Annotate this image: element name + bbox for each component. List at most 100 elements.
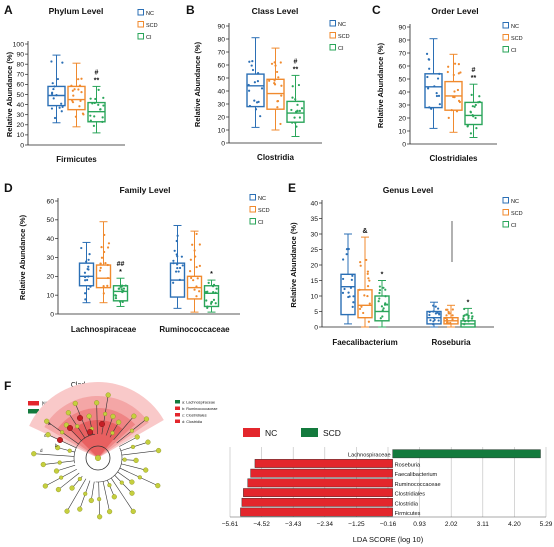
significance-marker: ## xyxy=(117,261,125,268)
tree-node xyxy=(110,413,116,420)
data-point-scd xyxy=(196,277,199,280)
cladogram-key-swatch xyxy=(175,400,180,404)
data-point-scd xyxy=(98,269,102,272)
data-point-nc xyxy=(88,253,91,256)
data-point-scd xyxy=(368,279,371,282)
data-point-ci xyxy=(378,288,382,292)
data-point-nc xyxy=(257,100,260,103)
lda-x-tick-label: −3.43 xyxy=(285,521,302,528)
y-tick-label: 80 xyxy=(398,37,406,44)
tree-node xyxy=(77,476,82,482)
data-point-scd xyxy=(457,62,460,66)
tree-node xyxy=(111,494,117,500)
data-point-scd xyxy=(106,263,109,267)
tree-node xyxy=(97,514,103,520)
tree-node xyxy=(44,418,50,424)
clade-highlight-inner xyxy=(71,420,123,458)
data-point-ci xyxy=(214,291,217,294)
lda-x-tick-label: 4.20 xyxy=(508,521,521,528)
lda-bar-label: Firmicutes xyxy=(395,511,421,517)
data-point-nc xyxy=(87,258,90,261)
data-point-ci xyxy=(101,116,104,119)
data-point-scd xyxy=(189,258,192,261)
tree-branch xyxy=(58,472,80,490)
tree-branch xyxy=(119,436,138,447)
data-point-nc xyxy=(85,260,88,263)
data-point-ci xyxy=(470,311,473,315)
panel-label-c: C xyxy=(372,3,381,17)
legend-swatch-nc xyxy=(502,22,509,29)
tree-node xyxy=(67,448,72,453)
data-point-scd xyxy=(280,94,283,97)
tree-node xyxy=(145,439,151,445)
data-point-ci xyxy=(290,108,293,112)
data-point-ci xyxy=(295,125,298,128)
data-point-ci xyxy=(291,121,294,124)
tree-ring xyxy=(85,445,111,471)
data-point-scd xyxy=(273,61,276,64)
y-tick-label: 70 xyxy=(16,72,24,79)
data-point-ci xyxy=(291,85,294,88)
y-tick-label: 25 xyxy=(310,247,318,254)
data-point-nc xyxy=(436,311,439,314)
data-point-scd xyxy=(446,70,449,74)
data-point-ci xyxy=(93,101,96,105)
y-tick-label: 30 xyxy=(16,112,24,119)
data-point-ci xyxy=(467,316,470,319)
data-point-scd xyxy=(279,61,282,64)
data-point-nc xyxy=(435,94,439,98)
data-point-ci xyxy=(384,302,387,305)
data-point-nc xyxy=(341,291,345,294)
data-point-scd xyxy=(102,284,105,288)
significance-marker: ** xyxy=(94,77,100,84)
data-point-scd xyxy=(276,100,279,103)
legend-label-scd: SCD xyxy=(338,34,350,40)
legend-swatch-scd xyxy=(502,34,509,41)
data-point-scd xyxy=(453,95,456,99)
data-point-ci xyxy=(381,315,384,318)
clade-letter: c xyxy=(44,433,47,438)
data-point-nc xyxy=(352,295,355,298)
data-point-nc xyxy=(426,75,429,79)
tree-branch xyxy=(107,480,115,497)
significance-marker: # xyxy=(472,67,476,74)
data-point-ci xyxy=(378,297,381,300)
data-point-ci xyxy=(89,114,92,117)
cladogram-legend-swatch xyxy=(28,401,39,406)
y-tick-label: 0 xyxy=(402,141,406,148)
significance-marker: * xyxy=(467,299,470,306)
data-point-scd xyxy=(273,79,276,82)
y-axis-label: Relative Abundance (%) xyxy=(18,214,27,300)
significance-marker: ** xyxy=(471,75,477,82)
data-point-nc xyxy=(50,60,53,63)
data-point-ci xyxy=(384,295,387,298)
data-point-nc xyxy=(436,77,440,80)
box-nc xyxy=(424,73,443,109)
data-point-ci xyxy=(298,109,302,112)
tree-ring xyxy=(73,433,123,483)
y-axis-label: Relative Abundance (%) xyxy=(289,222,298,308)
box-nc xyxy=(78,262,95,287)
data-point-nc xyxy=(52,97,55,100)
clade-letter: a xyxy=(48,421,51,426)
tree-node xyxy=(42,483,48,489)
legend-label-ci: CI xyxy=(338,46,344,52)
data-point-scd xyxy=(71,101,75,104)
cladogram-key-label: b: Ruminococcaceae xyxy=(182,407,217,411)
data-point-ci xyxy=(463,323,466,326)
clade-letter: d xyxy=(40,448,43,453)
data-point-scd xyxy=(449,321,452,325)
lda-bar-nc xyxy=(247,478,393,488)
data-point-nc xyxy=(89,285,92,288)
tree-node xyxy=(57,460,62,465)
data-point-ci xyxy=(92,124,96,127)
lda-bar-label: Lachnospiraceae xyxy=(348,453,391,459)
significance-marker: # xyxy=(95,69,99,76)
data-point-ci xyxy=(89,97,92,100)
y-tick-label: 20 xyxy=(398,115,406,122)
data-point-nc xyxy=(248,60,251,63)
data-point-scd xyxy=(104,262,107,265)
box-ci xyxy=(464,101,483,126)
data-point-nc xyxy=(80,246,83,250)
y-tick-label: 50 xyxy=(217,75,225,82)
